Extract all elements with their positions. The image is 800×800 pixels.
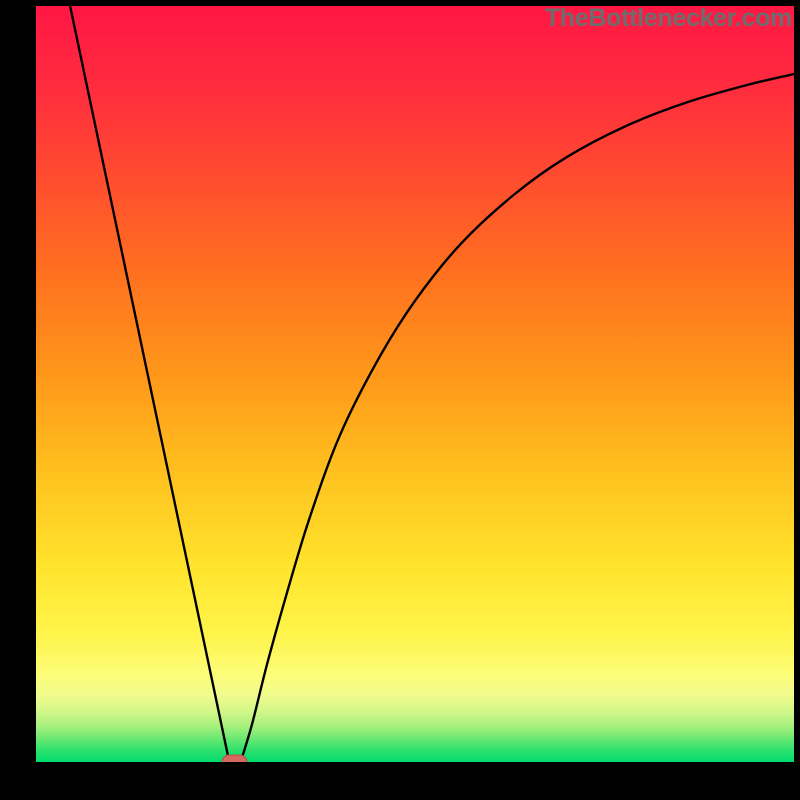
outer-frame: TheBottlenecker.com (0, 0, 800, 800)
curve-right-branch (241, 74, 794, 762)
curve-left-branch (70, 6, 229, 762)
bottleneck-curve (36, 6, 794, 762)
watermark-text: TheBottlenecker.com (545, 4, 792, 33)
chart-plot-area (36, 6, 794, 762)
optimum-marker (221, 754, 248, 762)
